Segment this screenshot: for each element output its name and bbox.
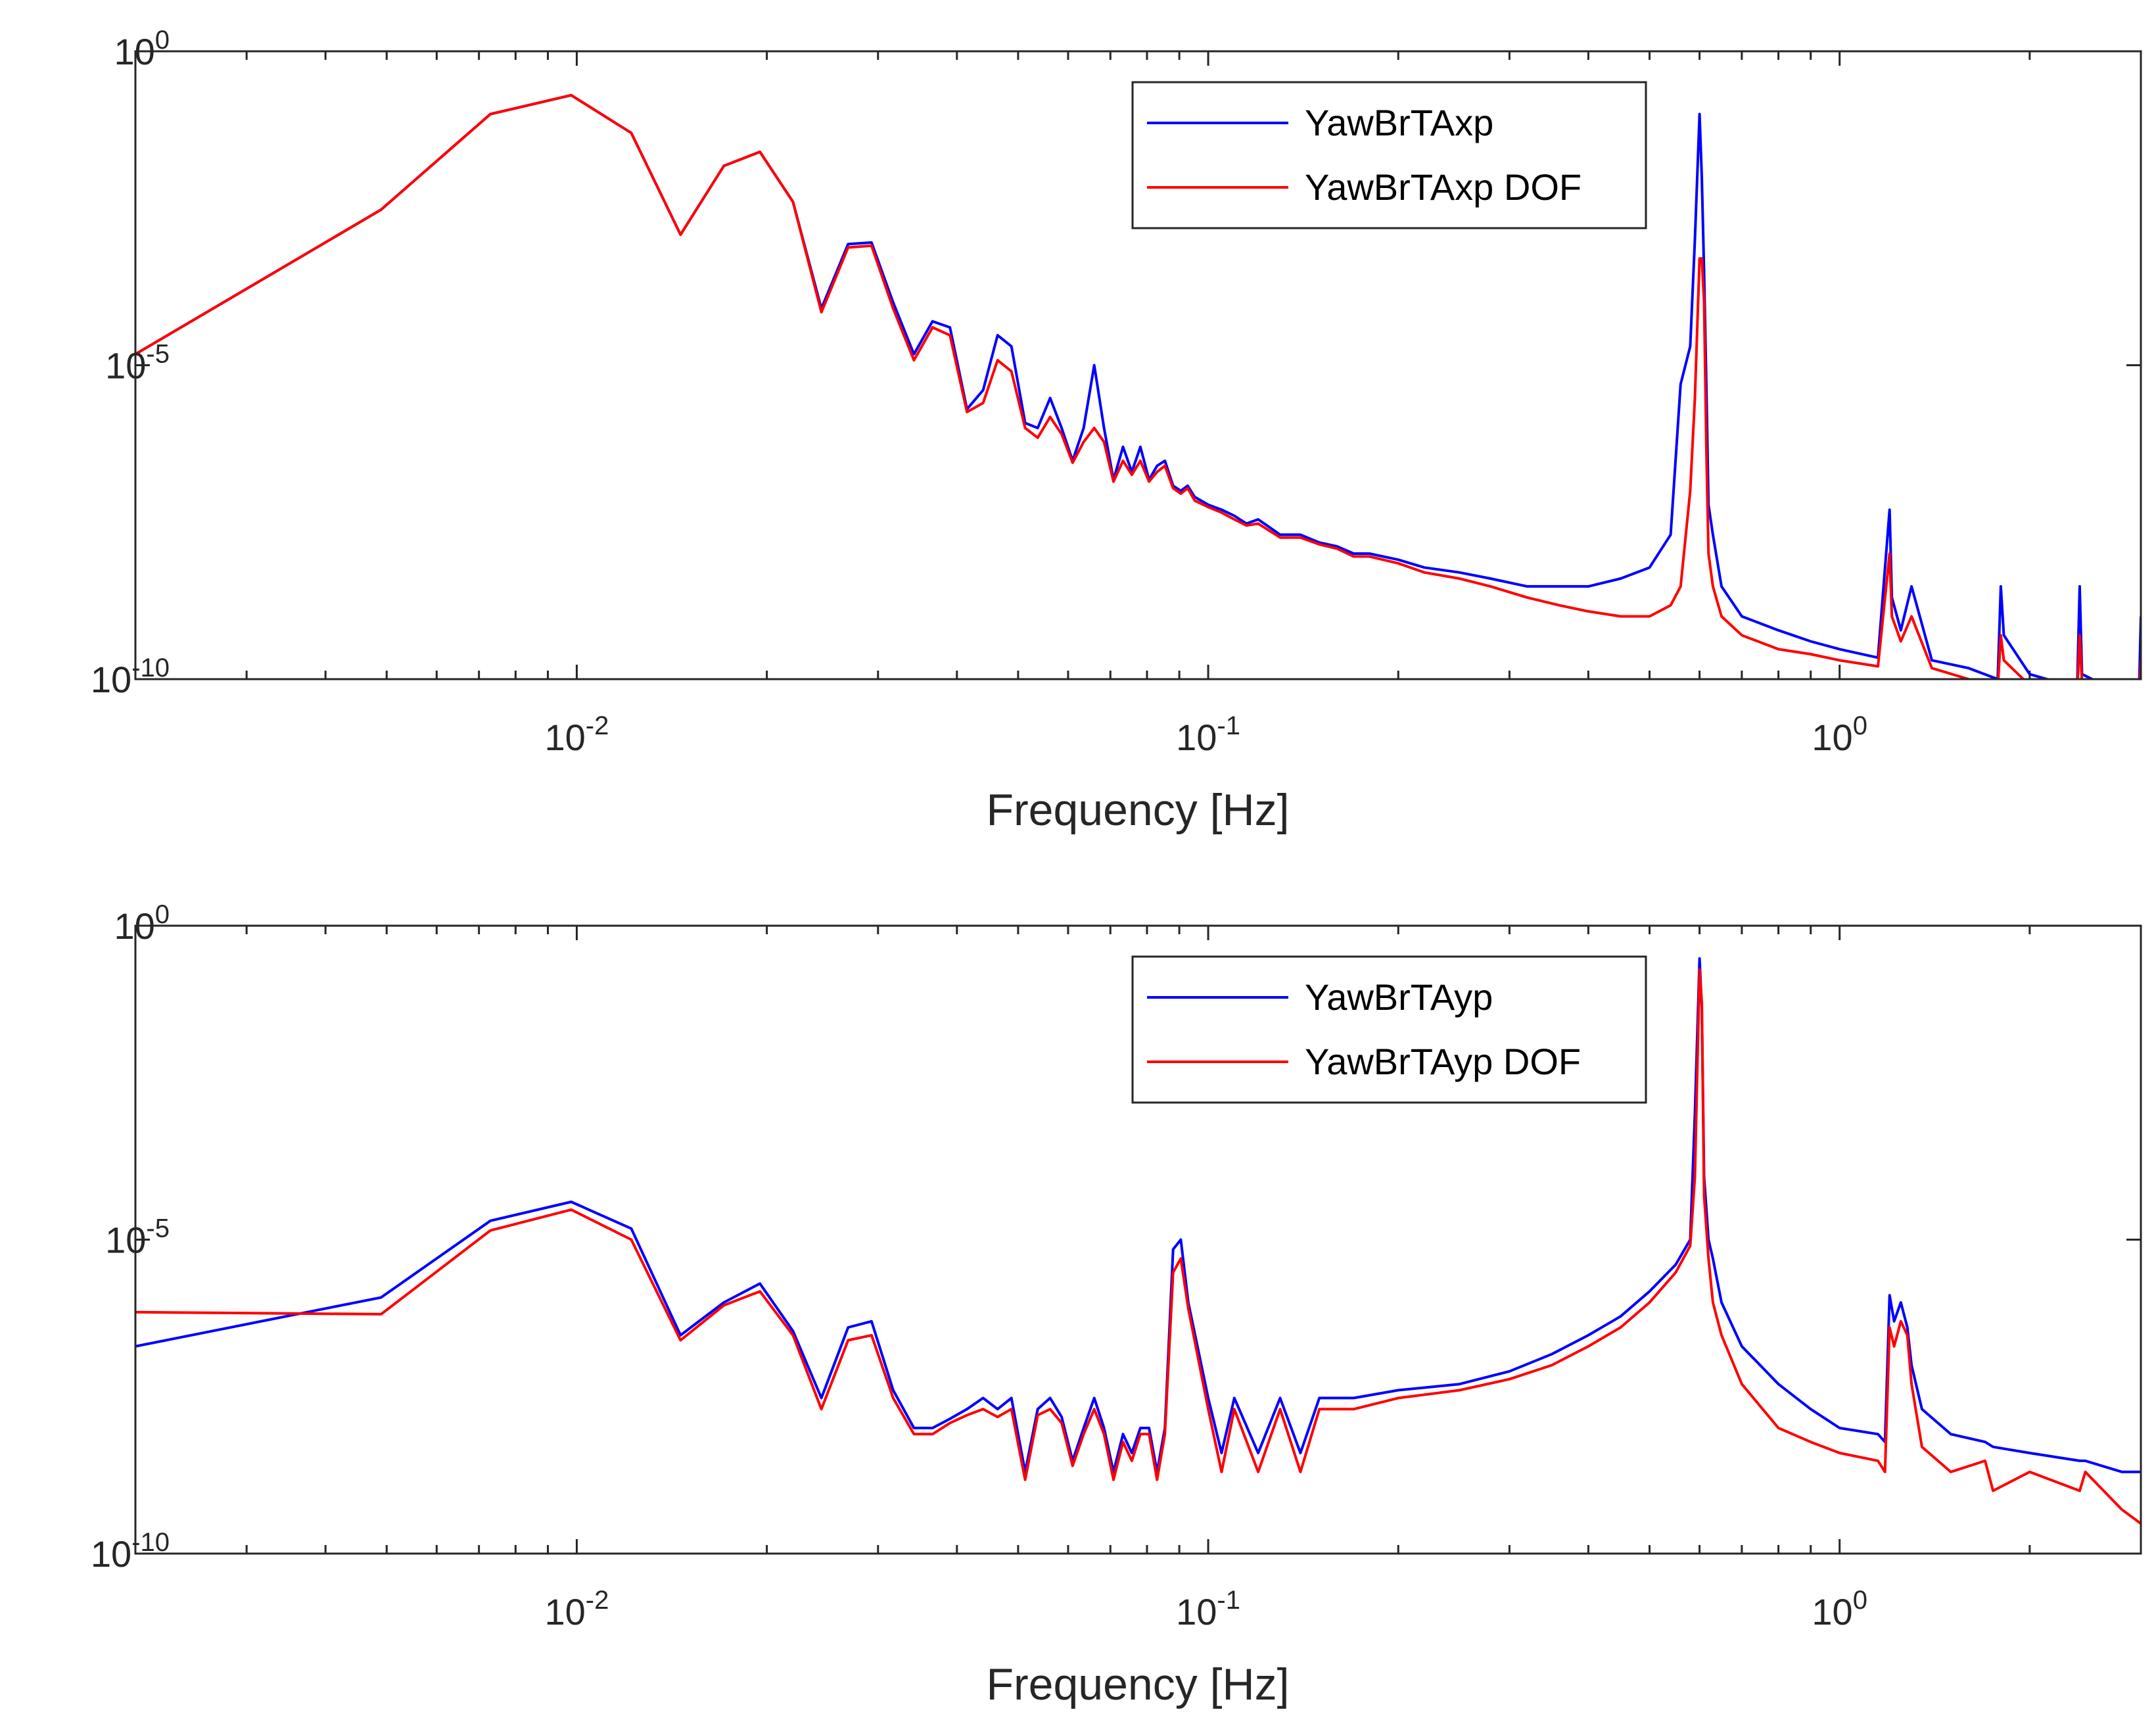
axes-box [134, 50, 2142, 680]
plot-area [135, 93, 2141, 679]
series-line-yawbrtaxp-dof [135, 93, 2141, 679]
y-tick-label: 10-5 [105, 340, 170, 387]
minor-ticks [134, 50, 2142, 680]
x-axis-label: Frequency [Hz] [986, 1659, 1289, 1709]
legend: YawBrTAxp YawBrTAxp DOF [1131, 81, 1647, 229]
y-tick-label: 10-10 [91, 654, 170, 700]
y-tick-label: 100 [114, 900, 170, 947]
x-tick-label: 10-1 [1176, 711, 1240, 758]
chart-panel-1: 100 10-5 10-10 10-2 10-1 100 Frequency [… [91, 26, 2142, 835]
y-tick-label: 10-5 [105, 1214, 170, 1261]
legend-label-yawbrtaxp: YawBrTAxp [1305, 102, 1493, 143]
x-tick-label: 10-1 [1176, 1586, 1240, 1632]
legend-box [1131, 955, 1647, 1104]
legend-label-yawbrtayp: YawBrTAyp [1305, 976, 1493, 1018]
minor-ticks [134, 924, 2142, 1555]
axes-box [134, 924, 2142, 1555]
x-tick-label: 10-2 [545, 1586, 609, 1632]
y-tick-label: 10-10 [91, 1528, 170, 1575]
x-tick-label: 10-2 [545, 711, 609, 758]
legend-label-yawbrtayp-dof: YawBrTAyp DOF [1305, 1041, 1581, 1082]
x-axis-label: Frequency [Hz] [986, 785, 1289, 835]
series-line-yawbrtayp-dof [135, 968, 2141, 1525]
legend: YawBrTAyp YawBrTAyp DOF [1131, 955, 1647, 1104]
x-tick-label: 100 [1812, 1586, 1867, 1632]
legend-box [1131, 81, 1647, 229]
plot-area [135, 957, 2141, 1525]
chart-panel-2: 100 10-5 10-10 10-2 10-1 100 Frequency [… [91, 900, 2142, 1709]
y-tick-label: 100 [114, 26, 170, 72]
legend-label-yawbrtaxp-dof: YawBrTAxp DOF [1305, 166, 1582, 208]
x-tick-label: 100 [1812, 711, 1867, 758]
